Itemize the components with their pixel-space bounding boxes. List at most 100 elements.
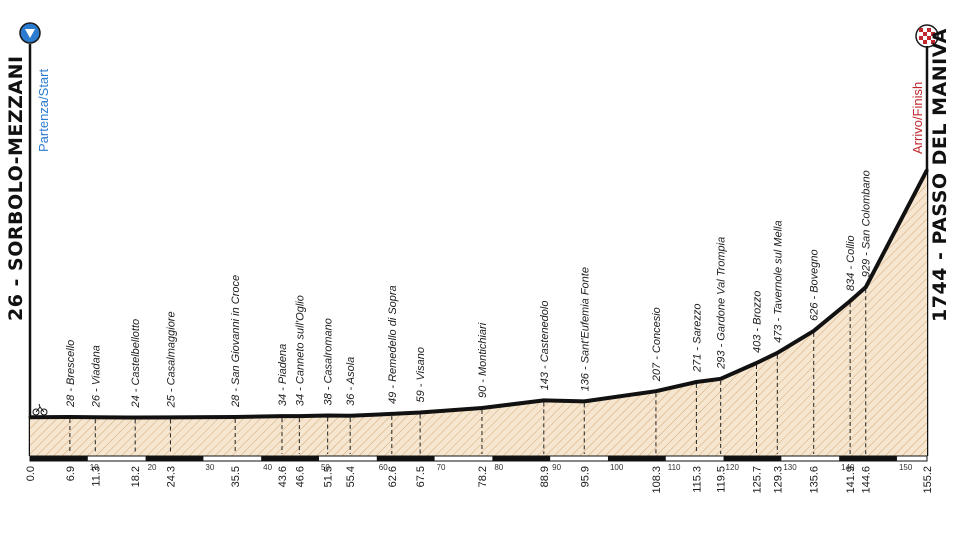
- ruler-segment: [376, 456, 435, 461]
- ruler-tick-label: 90: [552, 463, 561, 472]
- ruler-tick-label: 70: [437, 463, 446, 472]
- km-label: 78.2: [477, 466, 489, 487]
- profile-point: [68, 415, 72, 419]
- waypoint-label: 34 - Piadena: [277, 344, 289, 406]
- km-label: 6.9: [65, 466, 77, 481]
- ruler-tick-label: 20: [148, 463, 157, 472]
- profile-point: [775, 351, 779, 355]
- waypoint-label: 207 - Concesio: [651, 307, 663, 382]
- profile-point: [233, 415, 237, 419]
- waypoint-label: 626 - Bovegno: [809, 249, 821, 321]
- ruler-tick-label: 150: [899, 463, 913, 472]
- km-label: 24.3: [165, 466, 177, 487]
- waypoint-label: 293 - Gardone Val Trompia: [716, 237, 728, 370]
- profile-point: [925, 168, 929, 172]
- start-subtitle: Partenza/Start: [36, 69, 51, 152]
- start-name: 26 - SORBOLO-MEZZANI: [5, 55, 27, 321]
- profile-point: [864, 285, 868, 289]
- waypoint-label: 59 - Visano: [415, 347, 427, 402]
- ruler-segment: [145, 456, 204, 461]
- km-label: 125.7: [752, 466, 764, 494]
- ruler-tick-label: 40: [263, 463, 272, 472]
- profile-point: [848, 299, 852, 303]
- waypoint-label: 143 - Castenedolo: [539, 301, 551, 391]
- profile-point: [542, 398, 546, 402]
- waypoint-label: 271 - Sarezzo: [691, 304, 703, 373]
- km-label: 108.3: [651, 466, 663, 494]
- waypoint-label: 834 - Collio: [845, 235, 857, 291]
- profile-point: [755, 361, 758, 365]
- km-label: 11.3: [90, 466, 102, 487]
- ruler-segment: [723, 456, 782, 461]
- ruler-tick-label: 100: [610, 463, 624, 472]
- km-label: 67.5: [415, 466, 427, 487]
- km-label: 43.6: [277, 466, 289, 487]
- profile-line: [28, 168, 929, 420]
- start-arrow-icon: [19, 22, 41, 44]
- profile-point: [812, 329, 816, 333]
- km-label: 129.3: [772, 466, 784, 494]
- finish-name: 1744 - PASSO DEL MANIVA: [929, 28, 951, 322]
- km-label: 62.6: [387, 466, 399, 487]
- profile-point: [390, 412, 394, 416]
- km-labels: 6.9 11.3 18.2 24.3 35.5 43.6 46.6 51.5 55.4 62.6 6…: [25, 466, 934, 494]
- km-label: 141.9: [845, 466, 857, 494]
- waypoint-label: 26 - Viadana: [90, 345, 102, 408]
- ruler-tick-label: 50: [321, 463, 330, 472]
- waypoint-label: 34 - Canneto sull'Oglio: [294, 295, 306, 406]
- elevation-line: [29, 169, 929, 420]
- waypoint-label: 929 - San Colombano: [861, 170, 873, 277]
- finish-subtitle: Arrivo/Finish: [910, 82, 925, 154]
- profile-point: [28, 415, 32, 419]
- waypoint-label: 90 - Montichiari: [477, 322, 489, 398]
- ruler-tick-label: 60: [379, 463, 388, 472]
- profile-point: [280, 414, 284, 418]
- km-label: 88.9: [539, 466, 551, 487]
- ruler-segment: [30, 456, 88, 461]
- profile-point: [418, 411, 422, 414]
- ruler-tick-label: 120: [726, 463, 740, 472]
- waypoint-label: 38 - Casalromano: [323, 318, 335, 405]
- km-label: 115.3: [691, 466, 703, 493]
- profile-point: [654, 389, 658, 393]
- profile-fill: [30, 170, 927, 456]
- profile-point: [326, 414, 330, 417]
- cyclist-icon: [32, 403, 48, 416]
- waypoint-label: 136 - Sant'Eufemia Fonte: [579, 267, 591, 391]
- waypoint-label: 24 - Castelbellotto: [130, 319, 142, 409]
- ruler-segment: [261, 456, 319, 461]
- ruler-segment: [839, 456, 897, 461]
- waypoint-label: 403 - Brozzo: [752, 291, 764, 353]
- waypoint-markers: 28 - Brescello 26 - Viadana 24 - Castelbel…: [65, 170, 873, 454]
- waypoint-label: 473 - Tavernole sul Mella: [772, 220, 784, 343]
- km-label: 144.6: [861, 466, 873, 494]
- ruler-tick-label: 110: [668, 463, 681, 472]
- km-label: 135.6: [809, 466, 821, 494]
- waypoint-label: 49 - Remedello di Sopra: [387, 285, 399, 404]
- km-label: 51.5: [323, 466, 335, 487]
- profile-point: [480, 406, 484, 410]
- ruler-tick-label: 10: [90, 463, 99, 472]
- ruler-segment: [607, 456, 666, 461]
- ruler-segment: [492, 456, 551, 461]
- distance-ruler: 10 20 30 40 50 60 70 80 90 100 110 120 130 140 150: [29, 455, 928, 472]
- km-label-endpoint: 0.0: [25, 466, 37, 481]
- km-label: 18.2: [130, 466, 142, 487]
- finish-flag-icon: [915, 24, 939, 48]
- waypoint-label: 28 - Brescello: [65, 340, 77, 408]
- km-label: 55.4: [345, 466, 357, 487]
- km-label-endpoint: 155.2: [922, 466, 934, 494]
- profile-point: [694, 380, 698, 384]
- ruler-tick-label: 30: [205, 463, 214, 472]
- waypoint-label: 28 - San Giovanni in Croce: [230, 275, 242, 408]
- ruler-tick-label: 140: [841, 463, 855, 472]
- profile-point: [719, 377, 723, 381]
- profile-point: [93, 415, 97, 419]
- km-label: 95.9: [579, 466, 591, 487]
- profile-point: [297, 414, 301, 418]
- km-label: 119.5: [716, 466, 728, 493]
- start-endpoint: 26 - SORBOLO-MEZZANI Partenza/Start: [5, 22, 51, 456]
- waypoint-label: 36 - Asola: [345, 357, 357, 406]
- profile-point: [582, 399, 586, 403]
